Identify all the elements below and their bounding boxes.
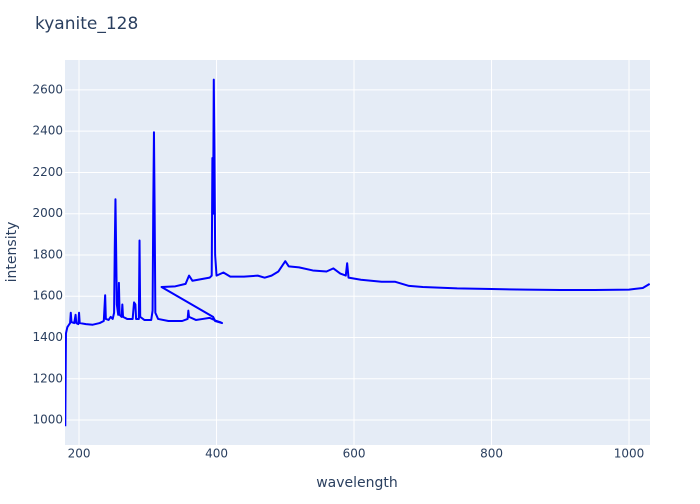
plot-area bbox=[65, 60, 650, 445]
y-tick-label: 1200 bbox=[32, 371, 63, 385]
y-tick-label: 1000 bbox=[32, 413, 63, 427]
y-tick-label: 1800 bbox=[32, 247, 63, 261]
x-tick-label: 200 bbox=[68, 447, 91, 461]
x-tick-label: 1000 bbox=[614, 447, 645, 461]
y-tick-label: 2200 bbox=[32, 165, 63, 179]
x-tick-label: 600 bbox=[343, 447, 366, 461]
y-tick-label: 1600 bbox=[32, 289, 63, 303]
y-tick-label: 2000 bbox=[32, 206, 63, 220]
y-axis-title: intensity bbox=[4, 222, 20, 283]
x-tick-label: 400 bbox=[205, 447, 228, 461]
line bbox=[65, 78, 650, 427]
x-axis-title: wavelength bbox=[316, 475, 398, 491]
x-tick-label: 800 bbox=[480, 447, 503, 461]
y-tick-label: 2400 bbox=[32, 124, 63, 138]
chart-title: kyanite_128 bbox=[35, 14, 138, 34]
y-tick-label: 2600 bbox=[32, 82, 63, 96]
y-tick-label: 1400 bbox=[32, 330, 63, 344]
